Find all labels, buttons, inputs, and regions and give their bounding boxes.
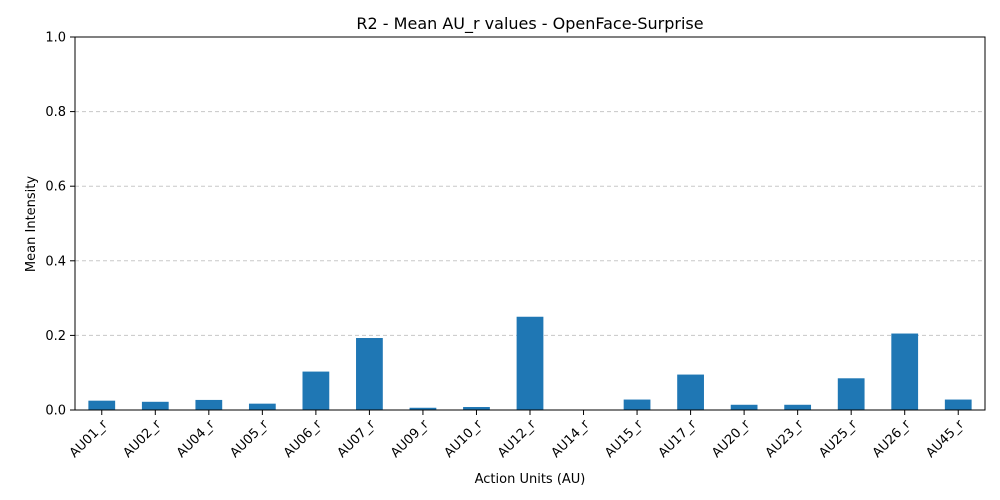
x-tick-label: AU12_r [495,417,539,461]
x-tick-label: AU01_r [67,417,111,461]
bars [88,316,972,410]
y-tick-label: 0.8 [45,105,66,120]
bar-au45-r [944,399,972,410]
bar-au07-r [356,338,383,410]
x-tick-label: AU26_r [870,417,914,461]
y-axis-title: Mean Intensity [24,176,39,272]
y-tick-label: 0.4 [45,254,66,269]
x-tick-label: AU25_r [816,417,860,461]
bar-au25-r [837,378,865,410]
x-tick-label: AU14_r [549,417,593,461]
y-tick-label: 0.0 [45,404,66,419]
x-tick-label: AU02_r [120,417,164,461]
bar-au04-r [195,399,223,410]
y-tick-label: 1.0 [45,31,66,46]
x-tick-label: AU09_r [388,417,432,461]
x-tick-label: AU06_r [281,417,325,461]
x-tick-label: AU17_r [656,417,700,461]
x-tick-label: AU45_r [923,417,967,461]
bar-au02-r [141,401,169,410]
bar-au06-r [302,371,330,410]
bar-au26-r [891,333,919,410]
y-tick-label: 0.2 [45,329,66,344]
x-tick-label: AU15_r [602,417,646,461]
x-tick-label: AU20_r [709,417,753,461]
chart-title: R2 - Mean AU_r values - OpenFace-Surpris… [356,14,703,34]
bar-au09-r [409,407,437,410]
bar-au23-r [784,404,812,410]
bar-au15-r [623,399,651,410]
x-tick-label: AU23_r [763,417,807,461]
x-axis-ticks: AU01_r AU02_r AU04_r AU05_r AU06_r AU07_r AU09… [67,410,968,461]
x-tick-label: AU05_r [227,417,271,461]
y-tick-label: 0.6 [45,180,66,195]
bar-au12-r [516,316,544,410]
x-tick-label: AU04_r [174,417,218,461]
x-tick-label: AU07_r [335,417,379,461]
y-axis-ticks: 0.0 0.2 0.4 0.6 0.8 1.0 [45,31,75,419]
bar-au10-r [463,407,490,410]
bar-au05-r [248,403,276,410]
grid-lines [75,111,985,336]
bar-au17-r [677,374,704,410]
x-tick-label: AU10_r [442,417,486,461]
bar-au01-r [88,400,116,410]
bar-au20-r [730,404,758,410]
x-axis-title: Action Units (AU) [475,472,586,487]
